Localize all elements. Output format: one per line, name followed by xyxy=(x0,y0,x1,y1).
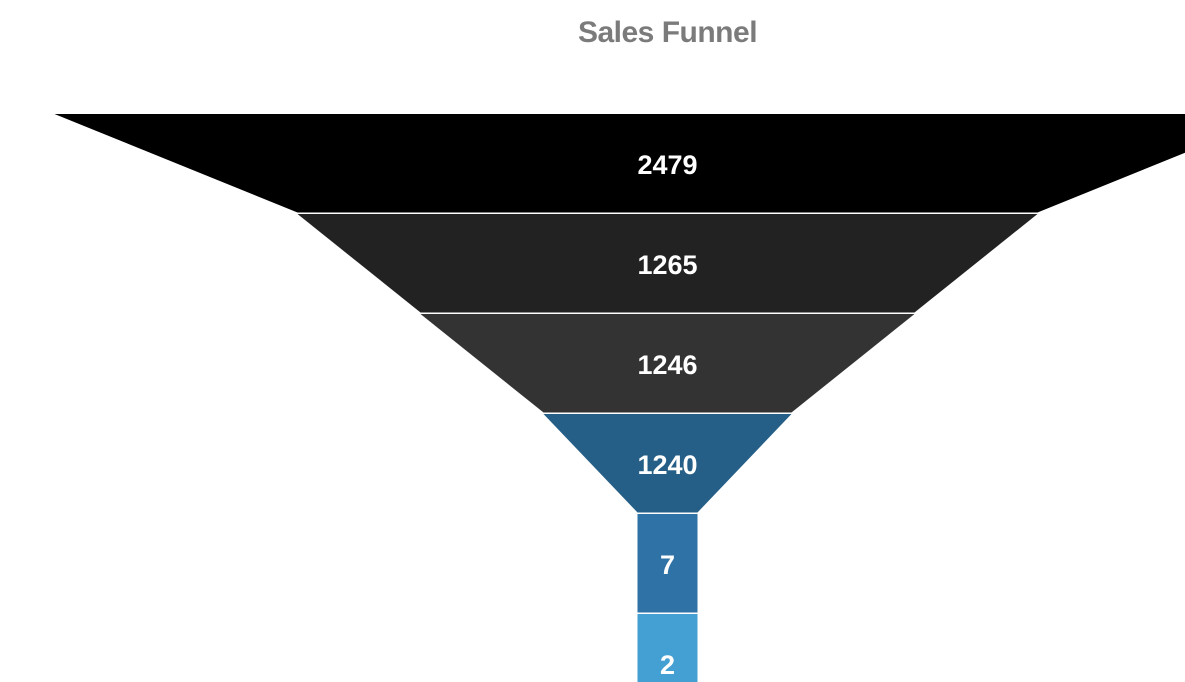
funnel-segment-label-6: 2 xyxy=(660,650,675,680)
chart-title: Sales Funnel xyxy=(577,16,758,49)
funnel-segment-label-3: 1246 xyxy=(637,350,697,380)
funnel-segment-6 xyxy=(637,614,698,682)
funnel-segment-label-1: 2479 xyxy=(637,150,697,180)
funnel-segment-3 xyxy=(420,314,915,413)
funnel-segment-2 xyxy=(297,214,1038,313)
funnel-segment-4 xyxy=(543,414,792,513)
funnel-segment-label-5: 7 xyxy=(660,550,675,580)
funnel-segment-1 xyxy=(54,114,1185,213)
funnel-segment-label-4: 1240 xyxy=(637,450,697,480)
funnel-segment-label-2: 1265 xyxy=(637,250,697,280)
funnel-segment-5 xyxy=(637,514,698,613)
